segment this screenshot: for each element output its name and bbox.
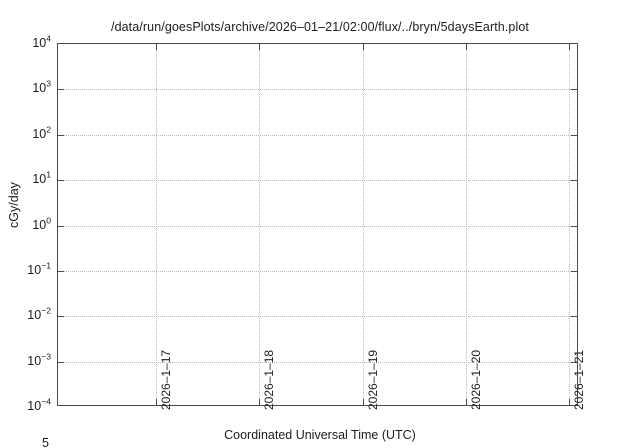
y-axis-tick-label: 10−1 bbox=[27, 260, 51, 277]
y-axis-tick bbox=[571, 180, 577, 182]
gridline-horizontal bbox=[58, 361, 577, 363]
plot-frame bbox=[57, 43, 578, 406]
y-axis-tick-label: 10−4 bbox=[27, 396, 51, 413]
y-axis-tick bbox=[571, 361, 577, 363]
x-axis-title: Coordinated Universal Time (UTC) bbox=[224, 428, 416, 442]
x-axis-date-label: 2026–1–17 bbox=[158, 349, 173, 410]
y-axis-tick-labels: 104 103 102 101 100 10−1 10−2 10−3 10−4 bbox=[0, 34, 51, 411]
gridline-horizontal bbox=[58, 89, 577, 91]
clipped-footer-glyph: 5 bbox=[42, 437, 49, 448]
y-axis-tick bbox=[571, 89, 577, 91]
y-axis-tick-label: 100 bbox=[32, 215, 51, 232]
gridline-horizontal bbox=[58, 180, 577, 182]
gridline-horizontal bbox=[58, 134, 577, 136]
x-axis-date-label: 2026–1–21 bbox=[572, 349, 587, 410]
y-axis-tick-label: 101 bbox=[32, 169, 51, 186]
x-axis-tick bbox=[362, 44, 364, 50]
gridline-horizontal bbox=[58, 225, 577, 227]
y-axis-tick bbox=[58, 361, 64, 363]
y-axis-tick bbox=[58, 180, 64, 182]
y-axis-tick bbox=[58, 89, 64, 91]
y-axis-tick bbox=[58, 134, 64, 136]
plot-area bbox=[58, 44, 577, 405]
y-axis-tick bbox=[571, 225, 577, 227]
y-axis-tick bbox=[571, 270, 577, 272]
page-title: /data/run/goesPlots/archive/2026–01–21/0… bbox=[111, 20, 529, 34]
y-axis-tick-label: 104 bbox=[32, 33, 51, 50]
gridline-vertical bbox=[362, 44, 364, 405]
gridline-vertical bbox=[569, 44, 571, 405]
x-axis-tick bbox=[259, 44, 261, 50]
y-axis-tick bbox=[58, 225, 64, 227]
x-axis-tick bbox=[569, 44, 571, 50]
x-axis-tick bbox=[259, 399, 261, 405]
gridline-vertical bbox=[465, 44, 467, 405]
y-axis-tick-label: 10−3 bbox=[27, 351, 51, 368]
y-axis-tick bbox=[58, 270, 64, 272]
y-axis-tick bbox=[571, 134, 577, 136]
x-axis-tick bbox=[155, 399, 157, 405]
x-axis-date-label: 2026–1–19 bbox=[365, 349, 380, 410]
y-axis-tick-label: 10−2 bbox=[27, 305, 51, 322]
x-axis-tick bbox=[155, 44, 157, 50]
y-axis-title: cGy/day bbox=[7, 182, 21, 228]
x-axis-date-label: 2026–1–20 bbox=[468, 349, 483, 410]
x-axis-date-label: 2026–1–18 bbox=[262, 349, 277, 410]
gridline-horizontal bbox=[58, 316, 577, 318]
y-axis-tick-label: 102 bbox=[32, 124, 51, 141]
gridline-horizontal bbox=[58, 270, 577, 272]
x-axis-tick bbox=[362, 399, 364, 405]
y-axis-tick-label: 103 bbox=[32, 78, 51, 96]
gridline-vertical bbox=[155, 44, 157, 405]
y-axis-tick bbox=[571, 316, 577, 318]
x-axis-tick bbox=[569, 399, 571, 405]
x-axis-tick bbox=[465, 44, 467, 50]
y-axis-tick bbox=[58, 316, 64, 318]
x-axis-tick bbox=[465, 399, 467, 405]
gridline-vertical bbox=[259, 44, 261, 405]
